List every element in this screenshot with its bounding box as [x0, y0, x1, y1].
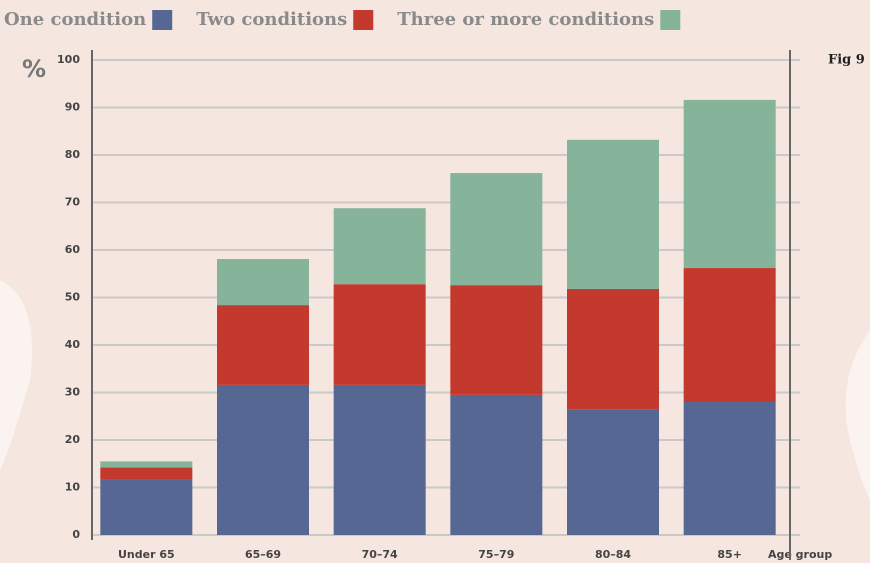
y-tick-label: 80 [65, 148, 81, 161]
legend-label: Three or more conditions [397, 9, 654, 30]
y-axis-label: % [22, 55, 46, 83]
y-tick-label: 60 [65, 243, 81, 256]
bar-segment [217, 259, 309, 306]
decor [0, 280, 32, 470]
y-tick-label: 90 [65, 101, 81, 114]
bar-segment [567, 288, 659, 410]
legend-swatch [660, 10, 681, 30]
bar-segment [683, 99, 776, 269]
bar-segment [450, 173, 543, 286]
y-tick-label: 10 [65, 481, 81, 494]
x-tick-label: 85+ [717, 548, 742, 561]
bar-segment [450, 394, 543, 535]
x-tick-label: Under 65 [118, 548, 175, 561]
bar-segment [100, 467, 193, 480]
bar-segment [100, 479, 193, 535]
x-tick-label: 70–74 [362, 548, 398, 561]
legend-label: Two conditions [196, 9, 347, 30]
y-tick-label: 0 [72, 528, 80, 541]
y-tick-label: 70 [65, 196, 81, 209]
decor [845, 330, 870, 500]
bar-segment [217, 305, 309, 385]
y-tick-label: 30 [65, 386, 81, 399]
x-tick-label: 65–69 [245, 548, 281, 561]
y-tick-label: 50 [65, 291, 81, 304]
bar-segment [567, 409, 659, 535]
legend: One condition Two conditions Three or more… [4, 9, 681, 30]
legend-label: One condition [4, 9, 146, 30]
y-tick-label: 40 [65, 338, 81, 351]
bar-segment [333, 208, 426, 285]
x-axis-label: Age group [768, 548, 832, 561]
bar-segment [567, 139, 659, 289]
y-tick-label: 100 [57, 53, 80, 66]
bar-segment [217, 384, 309, 535]
legend-swatch [152, 10, 173, 30]
bar-segment [450, 285, 543, 395]
legend-swatch [353, 10, 374, 30]
bar-segment [683, 268, 776, 402]
figure-label: Fig 9 [828, 53, 865, 68]
bar-segment [683, 402, 776, 535]
x-tick-label: 75–79 [478, 548, 514, 561]
bar-segment [100, 461, 193, 468]
bar-segment [333, 384, 426, 535]
bar-segment [333, 284, 426, 385]
y-tick-label: 20 [65, 433, 81, 446]
x-tick-label: 80–84 [595, 548, 631, 561]
